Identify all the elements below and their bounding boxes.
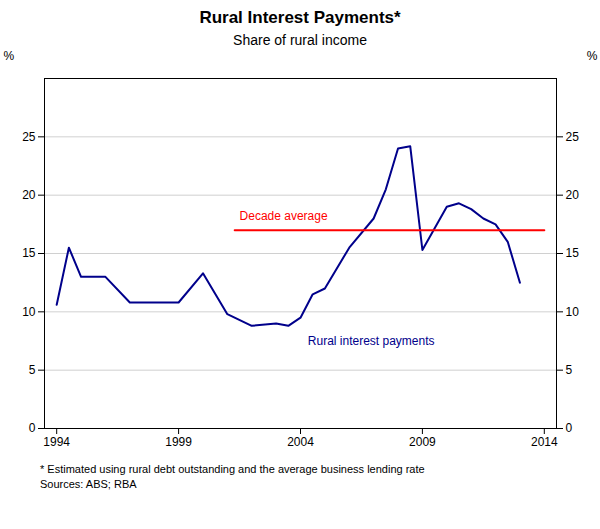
svg-text:2009: 2009 (409, 435, 436, 449)
svg-text:5: 5 (566, 363, 573, 377)
svg-text:%: % (587, 49, 598, 63)
svg-text:%: % (4, 49, 15, 63)
svg-text:25: 25 (566, 130, 580, 144)
svg-text:2004: 2004 (287, 435, 314, 449)
svg-text:25: 25 (22, 130, 36, 144)
svg-text:5: 5 (29, 363, 36, 377)
svg-text:1999: 1999 (165, 435, 192, 449)
svg-text:10: 10 (566, 305, 580, 319)
svg-text:15: 15 (22, 246, 36, 260)
html-text:* Estimated using rural debt o: * Estimated using rural debt outstanding… (40, 463, 425, 475)
svg-text:15: 15 (566, 246, 580, 260)
svg-text:20: 20 (22, 188, 36, 202)
svg-text:2014: 2014 (531, 435, 558, 449)
svg-text:1994: 1994 (43, 435, 70, 449)
svg-text:0: 0 (29, 421, 36, 435)
html-text:Sources: ABS; RBA: Sources: ABS; RBA (40, 478, 137, 490)
html-text:Share of rural income: Share of rural income (233, 32, 367, 48)
svg-text:Decade average: Decade average (240, 209, 328, 223)
svg-text:Rural interest payments: Rural interest payments (308, 334, 435, 348)
svg-text:20: 20 (566, 188, 580, 202)
svg-text:10: 10 (22, 305, 36, 319)
html-text:Rural Interest Payments*: Rural Interest Payments* (199, 8, 401, 27)
svg-text:0: 0 (566, 421, 573, 435)
